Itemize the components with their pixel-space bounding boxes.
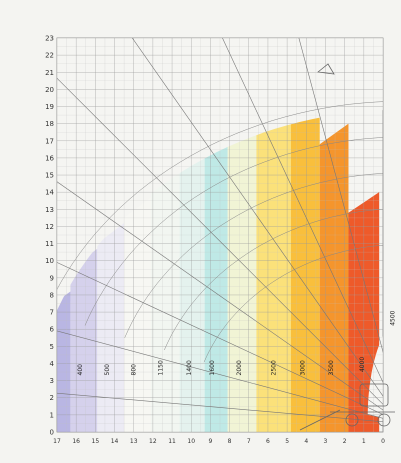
zone-band-2500 xyxy=(227,109,257,432)
zone-label-500: 500 xyxy=(104,364,111,376)
zone-band-4000 xyxy=(319,123,349,432)
y-tick-label: 6 xyxy=(50,326,55,334)
x-tick-label: 12 xyxy=(149,438,157,445)
x-tick-label: 5 xyxy=(285,438,289,445)
boom-lines xyxy=(57,38,383,423)
zone-band-500 xyxy=(70,248,98,432)
x-tick-label: 8 xyxy=(228,438,232,445)
x-tick-label: 0 xyxy=(381,438,385,445)
zone-band-400 xyxy=(57,291,71,432)
y-tick-label: 1 xyxy=(50,411,54,419)
x-tick-label: 13 xyxy=(130,438,138,445)
y-tick-label: 21 xyxy=(45,69,54,77)
y-tick-label: 12 xyxy=(45,223,54,231)
y-tick-label: 9 xyxy=(50,274,54,282)
boom-angle-line xyxy=(57,330,383,419)
zone-label-3500: 3500 xyxy=(328,360,335,375)
zone-label-3000: 3000 xyxy=(299,360,306,375)
boom-tip-icon xyxy=(317,63,335,75)
zone-label-2000: 2000 xyxy=(236,360,243,375)
machine-wheel-front xyxy=(377,413,391,427)
x-tick-label: 2 xyxy=(343,438,347,445)
x-tick-label: 17 xyxy=(53,438,61,445)
extension-arc xyxy=(57,101,383,290)
x-tick-label: 6 xyxy=(266,438,270,445)
boom-angle-line xyxy=(131,38,383,397)
y-tick-label: 19 xyxy=(45,103,54,111)
machine-boom xyxy=(299,409,341,431)
zone-label-4000: 4000 xyxy=(359,357,366,372)
y-tick-label: 20 xyxy=(45,86,54,94)
extension-arc xyxy=(84,137,383,326)
x-tick-label: 4 xyxy=(304,438,308,445)
boom-angle-line xyxy=(222,38,383,384)
zone-band-1400 xyxy=(150,168,180,432)
boom-angle-line xyxy=(57,262,383,415)
boom-angle-line xyxy=(298,38,383,354)
zone-label-4500: 4500 xyxy=(390,310,397,325)
boom-angle-line xyxy=(57,77,383,405)
zone-label-400: 400 xyxy=(77,364,84,376)
extension-arc xyxy=(124,173,383,338)
y-tick-label: 10 xyxy=(45,257,54,265)
extension-arc xyxy=(203,244,383,363)
y-tick-label: 8 xyxy=(50,291,54,299)
y-tick-label: 4 xyxy=(50,360,55,368)
machine-cab xyxy=(359,383,389,407)
y-tick-label: 0 xyxy=(50,429,54,437)
zone-label-2500: 2500 xyxy=(271,360,278,375)
y-tick-label: 22 xyxy=(45,52,54,60)
zone-label-1600: 1600 xyxy=(209,360,216,375)
x-tick-label: 15 xyxy=(92,438,100,445)
zone-band-3000 xyxy=(256,92,291,432)
y-tick-label: 2 xyxy=(50,394,54,402)
zone-label-1400: 1400 xyxy=(186,360,193,375)
x-tick-label: 10 xyxy=(187,438,195,445)
y-tick-label: 18 xyxy=(45,120,54,128)
x-tick-label: 11 xyxy=(168,438,176,445)
x-tick-label: 9 xyxy=(208,438,212,445)
y-tick-label: 11 xyxy=(45,240,54,248)
x-tick-label: 16 xyxy=(72,438,80,445)
machine-icon xyxy=(299,383,395,431)
extension-arc xyxy=(164,208,383,351)
x-tick-label: 3 xyxy=(324,438,328,445)
machine-wheel-rear xyxy=(345,413,359,427)
y-tick-label: 17 xyxy=(45,137,54,145)
boom-angle-line xyxy=(57,181,383,411)
y-tick-label: 13 xyxy=(45,206,54,214)
y-tick-label: 23 xyxy=(45,35,54,43)
y-tick-label: 5 xyxy=(50,343,54,351)
zone-band-800 xyxy=(97,223,125,432)
outer-mask xyxy=(57,38,383,311)
y-tick-label: 3 xyxy=(50,377,54,385)
y-tick-label: 16 xyxy=(45,154,54,162)
zone-band-2000 xyxy=(204,128,228,432)
boom-angle-line xyxy=(57,392,383,423)
zone-band-1150 xyxy=(124,197,151,432)
x-tick-label: 14 xyxy=(111,438,119,445)
zone-label-1150: 1150 xyxy=(157,360,164,375)
zone-label-800: 800 xyxy=(131,364,138,376)
x-tick-label: 7 xyxy=(247,438,251,445)
y-tick-label: 7 xyxy=(50,309,54,317)
y-tick-label: 15 xyxy=(45,172,54,180)
zone-band-3500 xyxy=(290,80,320,432)
inner-mask xyxy=(367,336,383,418)
x-tick-label: 1 xyxy=(362,438,366,445)
y-tick-label: 14 xyxy=(45,189,54,197)
